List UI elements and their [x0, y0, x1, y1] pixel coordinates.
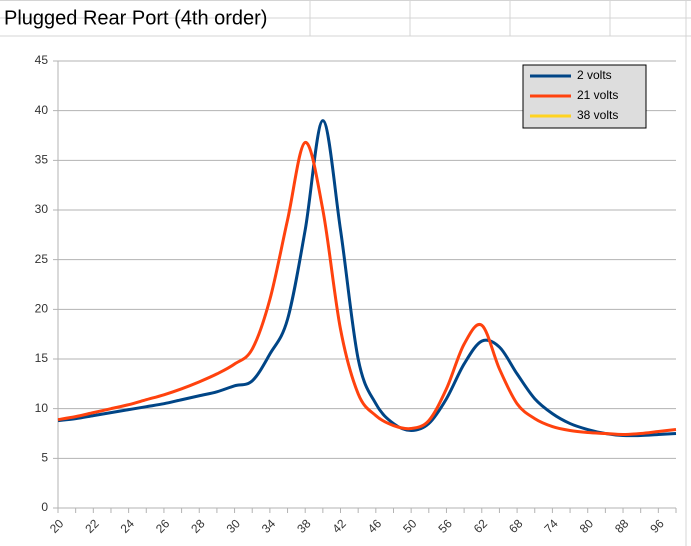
x-tick-label: 62 — [471, 516, 491, 536]
y-tick-label: 10 — [35, 401, 49, 415]
x-tick-label: 74 — [541, 516, 561, 536]
x-tick-label: 46 — [365, 516, 385, 536]
y-tick-label: 20 — [35, 302, 49, 316]
plot-area — [58, 61, 676, 508]
y-tick-label: 0 — [41, 500, 48, 514]
x-tick-label: 22 — [82, 516, 102, 536]
legend-label: 21 volts — [577, 88, 618, 102]
x-tick-label: 38 — [294, 516, 314, 536]
x-tick-label: 30 — [224, 516, 244, 536]
x-tick-label: 28 — [188, 516, 208, 536]
x-tick-label: 20 — [47, 516, 67, 536]
legend-label: 2 volts — [577, 68, 612, 82]
y-tick-label: 40 — [35, 103, 49, 117]
y-tick-label: 35 — [35, 153, 49, 167]
x-tick-label: 96 — [647, 516, 667, 536]
x-tick-label: 88 — [612, 516, 632, 536]
y-tick-label: 5 — [41, 451, 48, 465]
chart-title: Plugged Rear Port (4th order) — [4, 7, 267, 29]
x-tick-label: 80 — [577, 516, 597, 536]
y-tick-label: 30 — [35, 202, 49, 216]
y-tick-label: 45 — [35, 53, 49, 67]
x-tick-label: 50 — [400, 516, 420, 536]
series-line — [57, 119, 677, 438]
x-tick-label: 34 — [259, 516, 279, 536]
legend-label: 38 volts — [577, 108, 618, 122]
y-tick-label: 15 — [35, 351, 49, 365]
x-tick-label: 56 — [435, 516, 455, 536]
x-tick-label: 26 — [153, 516, 173, 536]
x-tick-label: 42 — [330, 516, 350, 536]
y-tick-label: 25 — [35, 252, 49, 266]
x-tick-label: 68 — [506, 516, 526, 536]
x-tick-label: 24 — [118, 516, 138, 536]
series-line — [57, 140, 677, 436]
